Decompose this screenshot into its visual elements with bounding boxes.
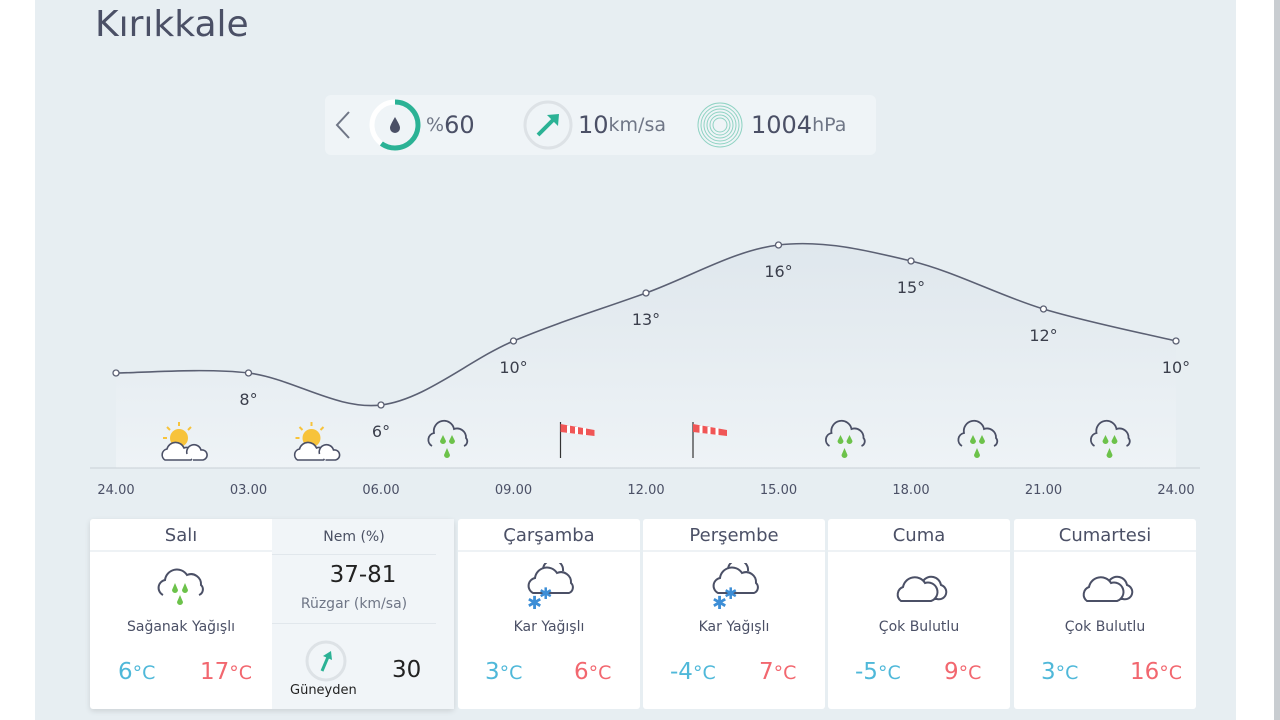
temperature-point [509,337,518,345]
temperature-point [642,289,650,297]
wind-flag-icon [559,422,595,458]
cloudy-icon [1075,563,1135,617]
low-temp: 3°C [485,659,523,685]
today-details: Nem (%) 37-81 Rüzgar (km/sa) Güneyden 30 [272,519,454,709]
page: Kırıkkale % 60 10 km/sa 1004 hPa 24.00 8° 03.… [35,0,1236,720]
temperature-label: 15° [897,278,925,297]
temperature-point [907,257,915,265]
rain-icon [825,419,866,458]
rain-icon [957,419,999,458]
condition: Çok Bulutlu [878,619,960,635]
hour-label: 03.00 [230,483,267,498]
hour-label: 18.00 [892,483,929,498]
partly-sunny-icon [293,422,341,461]
high-temp: 17°C [200,659,253,685]
temperature-label: 10° [1162,358,1190,377]
temperature-label: 8° [239,390,257,409]
current-conditions-bar: % 60 10 km/sa 1004 hPa [325,95,876,155]
high-temp: 16°C [1130,659,1183,685]
rain-icon [1090,419,1131,458]
prev-button[interactable] [333,95,353,155]
temperature-point [1172,337,1180,345]
rain-icon [427,419,469,458]
cloudy-icon [889,563,949,617]
temperature-label: 10° [499,358,527,377]
hour-label: 24.00 [1157,483,1194,498]
wind-flag-icon [692,422,727,458]
humidity-gauge-icon [369,99,421,151]
partly-sunny-icon [161,422,208,461]
temperature-point [377,401,385,409]
condition: Kar Yağışlı [513,619,585,635]
snow-icon: ✱ ✱ [519,559,579,617]
day-name: Salı [90,519,272,552]
low-temp: 3°C [1041,659,1079,685]
scrollbar[interactable] [1274,0,1280,720]
temperature-label: 12° [1029,326,1057,345]
high-temp: 6°C [574,659,612,685]
temperature-label: 13° [632,310,660,329]
svg-text:✱: ✱ [527,593,542,613]
low-temp: -5°C [855,659,901,685]
condition: Kar Yağışlı [698,619,770,635]
day-name: Cuma [828,519,1010,552]
humidity-readout: % 60 [368,95,475,155]
svg-text:✱: ✱ [539,584,552,603]
high-temp: 7°C [759,659,797,685]
wind-readout: 10 km/sa [522,95,666,155]
temperature-point [112,369,120,377]
temperature-area [116,243,1176,468]
hour-label: 21.00 [1025,483,1062,498]
condition: Çok Bulutlu [1064,619,1146,635]
today-card[interactable]: Salı Sağanak Yağışlı 6°C 17°C Nem (%) 37… [90,519,454,709]
high-temp: 9°C [944,659,982,685]
wind-direction-icon [523,100,573,150]
day-name: Perşembe [643,519,825,552]
day-name: Çarşamba [458,519,640,552]
wind-direction-icon [305,640,347,682]
hourly-temperature-chart: 24.00 8° 03.00 6° 06.00 10° 09.00 13° 12.00 16° 15… [90,241,1200,498]
day-card[interactable]: Cuma Çok Bulutlu -5°C 9°C [828,519,1010,709]
temperature-point [774,241,783,249]
hour-label: 09.00 [495,483,532,498]
day-name: Cumartesi [1014,519,1196,552]
condition: Sağanak Yağışlı [127,619,235,635]
pressure-readout: 1004 hPa [695,95,846,155]
snow-icon: ✱ ✱ [704,559,764,617]
svg-text:✱: ✱ [712,593,727,613]
day-card[interactable]: Çarşamba ✱ ✱ Kar Yağışlı 3°C 6°C [458,519,640,709]
rain-icon [151,563,211,617]
low-temp: -4°C [670,659,716,685]
temperature-label: 16° [764,262,792,281]
day-card[interactable]: Perşembe ✱ ✱ Kar Yağışlı -4°C 7°C [643,519,825,709]
day-card[interactable]: Cumartesi Çok Bulutlu 3°C 16°C [1014,519,1196,709]
low-temp: 6°C [118,659,156,685]
hour-label: 24.00 [97,483,134,498]
svg-text:✱: ✱ [724,584,737,603]
hour-label: 06.00 [362,483,399,498]
chevron-left-icon [335,111,350,139]
pressure-icon [697,102,743,148]
temperature-label: 6° [372,422,390,441]
temperature-point [244,369,253,377]
city-title: Kırıkkale [95,4,249,45]
hour-label: 15.00 [760,483,797,498]
temperature-point [1039,305,1048,313]
hour-label: 12.00 [627,483,664,498]
